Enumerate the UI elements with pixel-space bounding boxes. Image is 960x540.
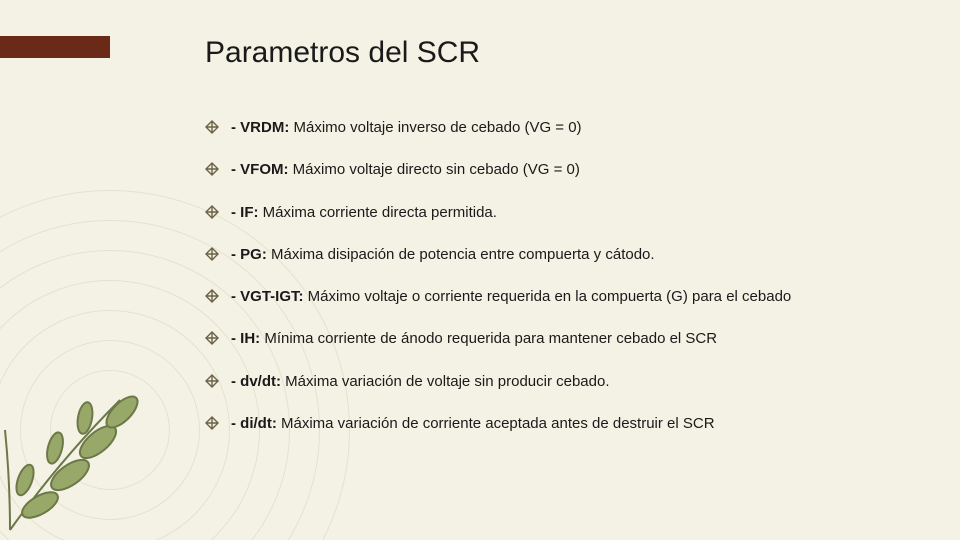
list-item: - dv/dt: Máxima variación de voltaje sin… [205, 372, 900, 392]
param-desc: Máxima variación de voltaje sin producir… [281, 373, 610, 390]
list-item: - VGT-IGT: Máximo voltaje o corriente re… [205, 287, 900, 307]
slide-content: Parametros del SCR - VRDM: Máximo voltaj… [205, 36, 900, 456]
diamond-bullet-icon [205, 374, 219, 388]
list-item: - VRDM: Máximo voltaje inverso de cebado… [205, 118, 900, 138]
list-item: - VFOM: Máximo voltaje directo sin cebad… [205, 160, 900, 180]
parameter-list: - VRDM: Máximo voltaje inverso de cebado… [205, 118, 900, 434]
slide-title: Parametros del SCR [205, 36, 900, 70]
list-item: - PG: Máxima disipación de potencia entr… [205, 245, 900, 265]
param-desc: Máximo voltaje o corriente requerida en … [304, 288, 792, 305]
param-label: - VRDM: [231, 119, 289, 136]
list-item: - di/dt: Máxima variación de corriente a… [205, 414, 900, 434]
param-desc: Máxima corriente directa permitida. [259, 204, 497, 221]
diamond-bullet-icon [205, 289, 219, 303]
diamond-bullet-icon [205, 247, 219, 261]
param-desc: Máximo voltaje directo sin cebado (VG = … [289, 161, 580, 178]
accent-tab [0, 36, 110, 58]
param-desc: Máxima variación de corriente aceptada a… [277, 415, 715, 432]
diamond-bullet-icon [205, 205, 219, 219]
diamond-bullet-icon [205, 162, 219, 176]
param-label: - VFOM: [231, 161, 289, 178]
param-label: - PG: [231, 246, 267, 263]
diamond-bullet-icon [205, 331, 219, 345]
param-label: - VGT-IGT: [231, 288, 304, 305]
param-label: - IF: [231, 204, 259, 221]
param-label: - di/dt: [231, 415, 277, 432]
param-desc: Mínima corriente de ánodo requerida para… [260, 330, 717, 347]
diamond-bullet-icon [205, 120, 219, 134]
param-desc: Máxima disipación de potencia entre comp… [267, 246, 655, 263]
list-item: - IF: Máxima corriente directa permitida… [205, 203, 900, 223]
param-desc: Máximo voltaje inverso de cebado (VG = 0… [289, 119, 581, 136]
diamond-bullet-icon [205, 416, 219, 430]
param-label: - IH: [231, 330, 260, 347]
list-item: - IH: Mínima corriente de ánodo requerid… [205, 329, 900, 349]
param-label: - dv/dt: [231, 373, 281, 390]
